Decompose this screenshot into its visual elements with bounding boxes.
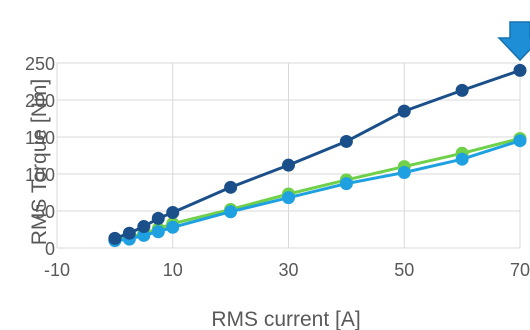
grid <box>56 62 521 249</box>
data-point <box>137 228 151 242</box>
data-point <box>455 83 469 97</box>
x-tick-labels: -10 10 30 50 70 <box>44 260 530 280</box>
data-point <box>151 225 165 239</box>
y-axis-label: RMS Torque [Nm] <box>28 79 51 246</box>
x-axis-label: RMS current [A] <box>211 308 360 330</box>
data-point <box>166 220 180 234</box>
data-point <box>151 211 165 225</box>
data-point <box>397 104 411 118</box>
y-tick-label: 0 <box>45 239 55 259</box>
data-point <box>513 63 527 77</box>
data-point <box>282 158 295 172</box>
y-tick-label: 150 <box>25 128 55 148</box>
down-arrow-icon <box>497 21 530 62</box>
y-tick-label: 250 <box>25 54 55 74</box>
x-tick-label: 70 <box>510 260 530 280</box>
data-point <box>122 226 136 240</box>
data-point <box>224 180 238 194</box>
data-point <box>339 134 353 148</box>
data-point <box>339 177 353 191</box>
data-point <box>224 205 238 219</box>
data-point <box>108 231 122 245</box>
data-point <box>166 205 180 219</box>
x-tick-label: 50 <box>394 260 414 280</box>
x-tick-label: -10 <box>44 260 70 280</box>
x-tick-label: 30 <box>278 260 298 280</box>
y-tick-label: 100 <box>25 165 55 185</box>
data-point <box>455 152 469 166</box>
y-tick-label: 200 <box>25 91 55 111</box>
data-point <box>137 220 151 234</box>
data-point <box>513 134 527 148</box>
series-3 <box>108 63 527 245</box>
y-tick-labels: 0 50 100 150 200 250 <box>25 54 55 259</box>
data-point <box>397 166 411 180</box>
y-tick-label: 50 <box>35 202 55 222</box>
x-tick-label: 10 <box>163 260 183 280</box>
data-point <box>282 191 295 205</box>
arrow-shape <box>497 21 530 62</box>
series-group <box>108 63 527 248</box>
